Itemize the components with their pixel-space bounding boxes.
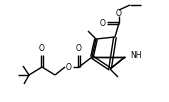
Text: NH: NH (130, 52, 141, 60)
Text: O: O (76, 44, 82, 53)
Text: O: O (66, 63, 72, 72)
Text: O: O (100, 18, 106, 28)
Text: O: O (116, 8, 122, 18)
Text: O: O (39, 44, 45, 53)
